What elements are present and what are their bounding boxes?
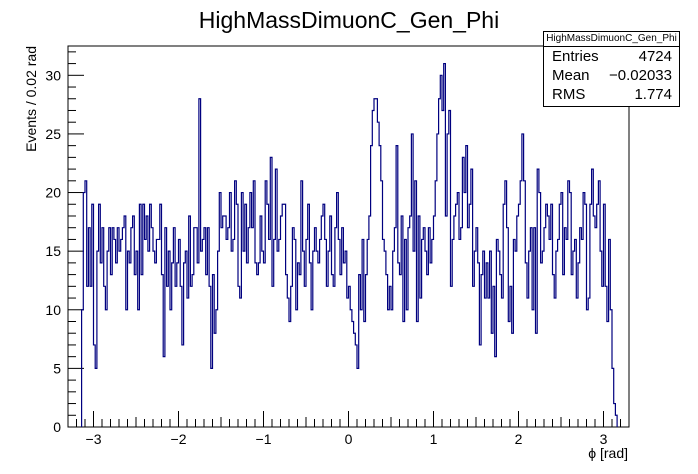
x-tick-label: 2 [515,431,523,447]
stats-value: −0.02033 [609,67,672,84]
stats-box-title: HighMassDimuonC_Gen_Phi [544,32,679,47]
x-tick-label: −2 [171,431,187,447]
stats-label: Mean [552,67,590,84]
x-tick-label: 1 [430,431,438,447]
stats-row-mean: Mean −0.02033 [544,66,679,85]
chart-title: HighMassDimuonC_Gen_Phi [199,7,499,33]
y-tick-label: 20 [45,185,61,201]
y-tick-label: 10 [45,302,61,318]
stats-value: 4724 [638,48,672,65]
stats-label: Entries [552,48,599,65]
stats-box: HighMassDimuonC_Gen_Phi Entries 4724 Mea… [543,31,680,107]
stats-row-entries: Entries 4724 [544,47,679,66]
y-axis: 0 5 10 15 20 25 30 [45,51,84,435]
y-tick-label: 15 [45,243,61,259]
y-tick-label: 5 [53,360,61,376]
y-tick-label: 30 [45,67,61,83]
x-tick-label: 3 [600,431,608,447]
y-tick-label: 0 [53,419,61,435]
stats-label: RMS [552,86,586,103]
x-axis-label: ϕ [rad] [588,445,628,461]
x-axis: −3 −2 −1 0 1 2 3 [76,411,621,447]
x-tick-label: 0 [345,431,353,447]
y-axis-label: Events / 0.02 rad [23,46,39,152]
x-tick-label: −3 [86,431,102,447]
stats-value: 1.774 [634,86,672,103]
y-tick-label: 25 [45,126,61,142]
x-tick-label: −1 [256,431,272,447]
stats-row-rms: RMS 1.774 [544,85,679,104]
histogram-series-line [81,62,618,427]
